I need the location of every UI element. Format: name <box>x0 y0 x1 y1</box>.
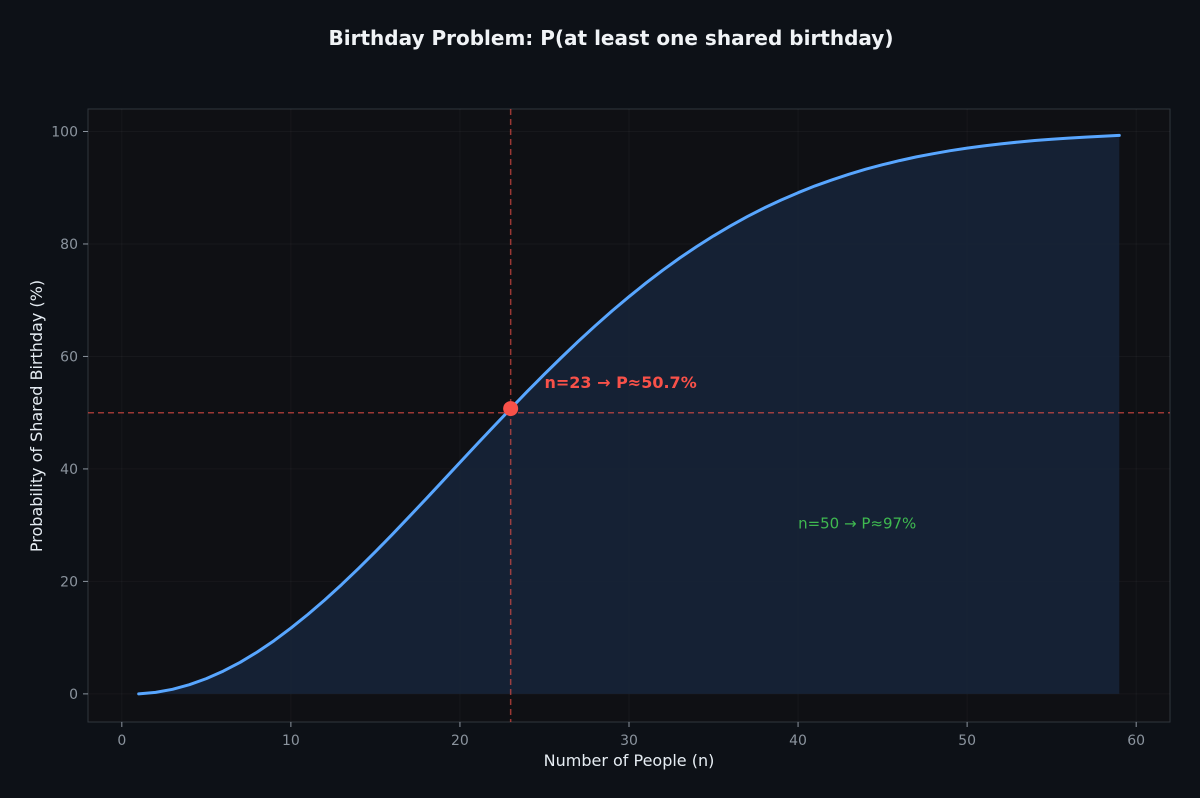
x-tick-label: 30 <box>620 733 638 749</box>
x-axis-ticks: 0 10 20 30 40 50 60 <box>117 722 1145 749</box>
x-tick-label: 60 <box>1127 733 1145 749</box>
y-axis-label: Probability of Shared Birthday (%) <box>27 280 46 552</box>
y-tick-label: 0 <box>69 687 78 703</box>
chart-title: Birthday Problem: P(at least one shared … <box>329 26 894 50</box>
x-tick-label: 0 <box>117 733 126 749</box>
y-axis-ticks: 0 20 40 60 80 100 <box>51 124 88 703</box>
highlight-point <box>503 401 519 417</box>
reference-lines <box>88 109 1170 722</box>
x-tick-label: 20 <box>451 733 469 749</box>
x-axis-label: Number of People (n) <box>544 751 715 770</box>
x-tick-label: 40 <box>789 733 807 749</box>
y-tick-label: 60 <box>60 349 78 365</box>
y-tick-label: 40 <box>60 462 78 478</box>
x-tick-label: 50 <box>958 733 976 749</box>
area-under-curve <box>138 135 1120 694</box>
y-tick-label: 100 <box>51 124 78 140</box>
annotation-n50: n=50 → P≈97% <box>798 514 916 532</box>
y-tick-label: 80 <box>60 237 78 253</box>
probability-curve <box>137 133 1121 696</box>
x-tick-label: 10 <box>282 733 300 749</box>
y-tick-label: 20 <box>60 574 78 590</box>
annotation-n23: n=23 → P≈50.7% <box>544 373 696 392</box>
